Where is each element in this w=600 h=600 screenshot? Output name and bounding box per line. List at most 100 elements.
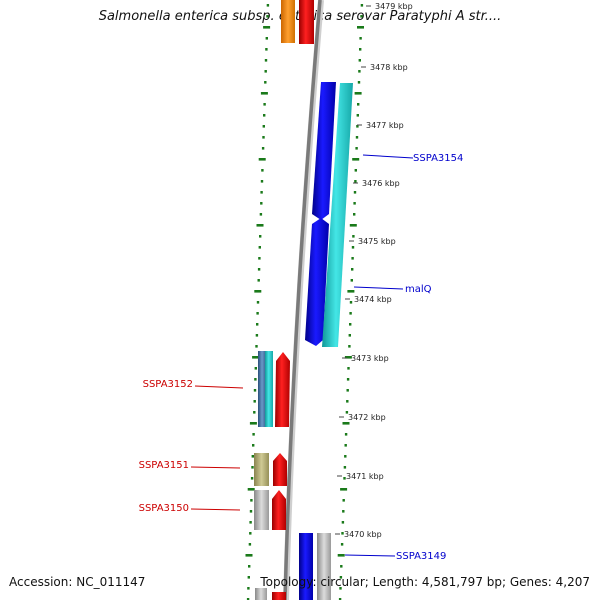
- gc-skew-tick-right: [350, 279, 353, 282]
- gene-red-top: [299, 0, 314, 44]
- gc-skew-tick-left: [255, 345, 258, 348]
- gc-skew-tick-left: [256, 312, 259, 315]
- gc-skew-tick-left: [261, 169, 264, 172]
- gc-skew-tick-right: [351, 257, 354, 260]
- scale-label: 3473 kbp: [351, 354, 389, 363]
- gene-red-3151: [273, 453, 287, 486]
- gc-skew-tick-right: [351, 268, 354, 271]
- gc-skew-tick-right: [338, 598, 342, 600]
- scale-label: 3472 kbp: [348, 413, 386, 422]
- gc-skew-tick-right: [342, 422, 350, 425]
- gc-skew-tick-left: [247, 576, 250, 579]
- leader-sspa3151: [190, 466, 241, 469]
- scale-ticks: 3479 kbp 3478 kbp 3477 kbp 3476 kbp 3475 kbp…: [335, 2, 413, 539]
- gc-skew-tick-right: [354, 180, 357, 183]
- gc-skew-tick-left: [260, 191, 263, 194]
- gc-skew-tick-right: [360, 15, 363, 18]
- gc-skew-tick-left: [265, 48, 268, 51]
- gc-skew-tick-right: [357, 81, 361, 84]
- gc-skew-tick-right: [355, 147, 358, 150]
- gc-skew-tick-left: [246, 598, 250, 600]
- gc-skew-tick-right: [354, 169, 357, 172]
- leader-sspa3150: [190, 508, 241, 511]
- label-sspa3149: SSPA3149: [396, 551, 446, 562]
- gc-skew-tick-right: [348, 334, 351, 337]
- gc-skew-tick-right: [349, 224, 357, 227]
- gc-skew-tick-left: [254, 290, 262, 293]
- gc-skew-tick-left: [259, 235, 262, 238]
- gc-skew-tick-left: [255, 334, 259, 337]
- gc-skew-tick-left: [257, 268, 261, 271]
- gc-skew-tick-left: [245, 554, 253, 557]
- gc-skew-tick-left: [258, 158, 266, 161]
- top-clipped-features: [281, 0, 314, 44]
- gc-skew-tick-left: [260, 180, 264, 183]
- gc-skew-tick-left: [263, 103, 266, 106]
- gc-skew-tick-right: [342, 510, 345, 513]
- gc-skew-tick-right: [344, 356, 352, 359]
- leader-malq: [353, 286, 404, 290]
- gc-skew-tick-right: [340, 488, 348, 491]
- gc-skew-tick-right: [344, 433, 348, 436]
- leader-sspa3152: [194, 385, 244, 389]
- gc-skew-tick-right: [347, 290, 355, 293]
- gc-skew-tick-left: [252, 356, 260, 359]
- gene-red-3150: [272, 490, 286, 530]
- gc-skew-tick-right: [343, 477, 346, 480]
- scale-label: 3479 kbp: [375, 2, 413, 11]
- gc-skew-tick-right: [351, 246, 355, 249]
- gc-skew-tick-right: [339, 587, 342, 590]
- gc-skew-tick-right: [342, 499, 345, 502]
- gene-red-clipped: [272, 592, 286, 600]
- gc-skew-tick-left: [254, 367, 257, 370]
- gc-skew-tick-left: [262, 136, 265, 139]
- gc-skew-tick-left: [256, 224, 264, 227]
- accession-text: Accession: NC_011147: [9, 575, 146, 589]
- gc-skew-tick-right: [359, 37, 362, 40]
- gc-skew-tick-right: [340, 543, 344, 546]
- gc-skew-tick-left: [249, 532, 252, 535]
- gc-skew-tick-left: [264, 59, 268, 62]
- gene-gray-3150: [254, 490, 269, 530]
- gc-skew-tick-left: [247, 587, 250, 590]
- scale-label: 3476 kbp: [362, 179, 400, 188]
- label-sspa3152: SSPA3152: [143, 379, 193, 390]
- label-sspa3154: SSPA3154: [413, 153, 463, 164]
- gc-skew-tick-right: [341, 532, 344, 535]
- gene-cyan: [322, 83, 353, 347]
- gc-skew-tick-right: [352, 235, 355, 238]
- gc-skew-tick-right: [353, 202, 356, 205]
- gc-skew-tick-left: [263, 26, 271, 29]
- gc-skew-tick-left: [252, 433, 255, 436]
- gc-skew-tick-left: [260, 92, 268, 95]
- gc-skew-tick-left: [251, 455, 254, 458]
- scale-label: 3470 kbp: [344, 530, 382, 539]
- gc-skew-tick-left: [265, 37, 268, 40]
- scale-label: 3477 kbp: [366, 121, 404, 130]
- gc-skew-tick-right: [341, 521, 345, 524]
- gc-skew-tick-left: [266, 4, 270, 7]
- gene-orange-top: [281, 0, 295, 43]
- gc-skew-tick-left: [256, 301, 260, 304]
- gc-skew-tick-left: [256, 323, 259, 326]
- gc-skew-tick-left: [247, 488, 255, 491]
- gc-skew-tick-left: [260, 202, 263, 205]
- gc-skew-track-left: [245, 4, 271, 600]
- scale-label: 3474 kbp: [354, 295, 392, 304]
- gc-skew-tick-right: [357, 103, 360, 106]
- label-sspa3150: SSPA3150: [139, 503, 189, 514]
- gc-skew-tick-left: [264, 70, 267, 73]
- gc-skew-tick-left: [248, 543, 252, 546]
- gc-skew-tick-left: [259, 213, 263, 216]
- gene-gray-clipped: [255, 588, 267, 600]
- gc-skew-tick-right: [349, 312, 352, 315]
- gc-skew-tick-right: [340, 565, 343, 568]
- topology-summary: Topology: circular; Length: 4,581,797 bp…: [260, 575, 590, 589]
- gc-skew-tick-left: [257, 279, 260, 282]
- gc-skew-tick-left: [250, 477, 254, 480]
- gc-skew-tick-right: [345, 411, 349, 414]
- gc-skew-tick-right: [353, 213, 356, 216]
- scale-label: 3471 kbp: [346, 472, 384, 481]
- gc-skew-tick-right: [355, 136, 359, 139]
- gc-skew-tick-right: [358, 70, 361, 73]
